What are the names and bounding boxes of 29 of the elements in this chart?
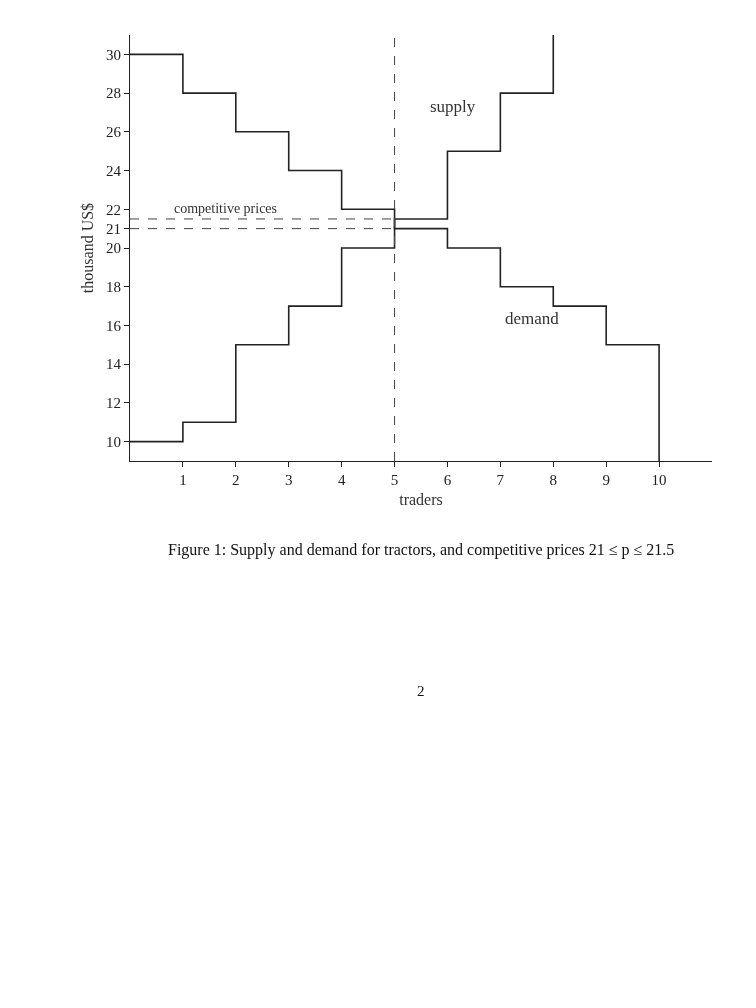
y-tick-label: 30: [105, 46, 121, 63]
text: 2: [417, 683, 425, 699]
x-tick-label: 10: [651, 472, 667, 489]
x-tick-label: 5: [390, 472, 399, 489]
y-tick-label: 21: [105, 220, 121, 237]
series-label: demand: [505, 309, 560, 328]
y-tick-label: 10: [105, 433, 121, 450]
y-tick-label: 12: [105, 395, 121, 412]
ref-line-label: competitive prices: [174, 201, 278, 216]
y-tick-label: 18: [105, 278, 121, 295]
y-tick-label: 16: [105, 317, 122, 334]
y-tick-label: 26: [105, 124, 122, 141]
caption: Figure 1: Supply and demand for tractors, and competitive prices 21 ≤ p ≤ 21.5: [168, 541, 675, 559]
y-tick-label: 22: [105, 201, 121, 218]
y-axis-title: thousand US$: [78, 202, 96, 294]
x-tick-label: 4: [337, 472, 346, 489]
y-tick-label: 28: [105, 85, 121, 102]
x-tick-label: 8: [549, 472, 558, 489]
y-tick-label: 20: [105, 240, 121, 257]
x-tick-label: 6: [443, 472, 452, 489]
x-tick-label: 2: [232, 472, 240, 489]
x-tick-label: 9: [602, 472, 610, 489]
series-label: supply: [430, 97, 476, 116]
x-axis-title: traders: [399, 490, 443, 508]
y-tick-label: 24: [105, 162, 122, 179]
y-tick-label: 14: [105, 356, 122, 373]
x-tick-label: 3: [284, 472, 293, 489]
x-tick-label: 7: [496, 472, 505, 489]
x-tick-label: 1: [179, 472, 187, 489]
